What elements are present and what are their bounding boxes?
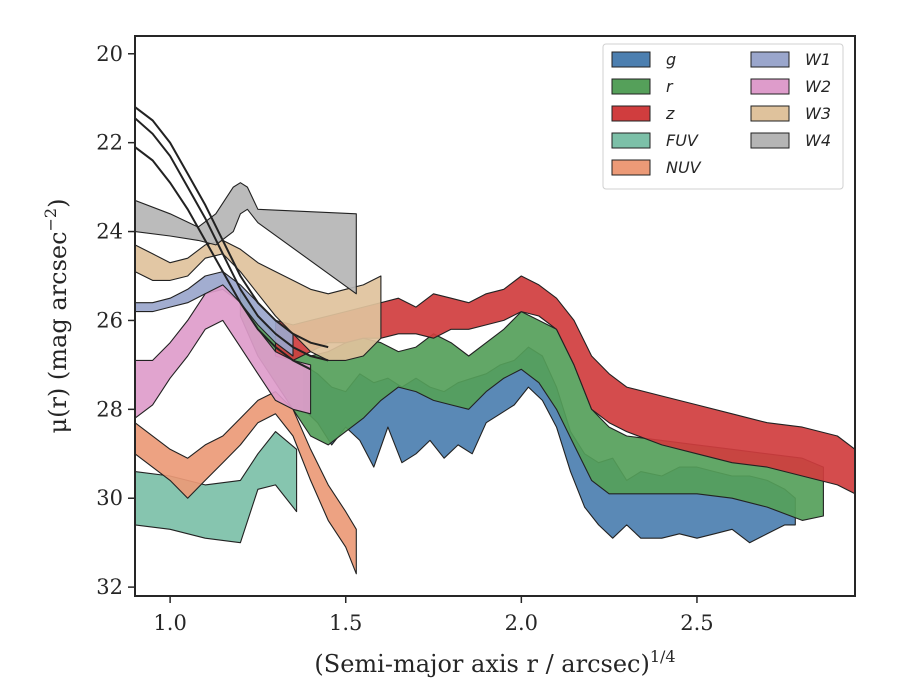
y-tick-label: 22 [96,131,123,155]
y-tick-label: 26 [96,308,123,332]
model-lines-layer [135,106,329,371]
x-axis-label: (Semi-major axis r / arcsec)1/4 [314,647,675,678]
legend-label-w1: W1 [805,50,831,69]
legend-swatch-w3 [750,105,790,122]
x-tick-label: 2.0 [505,611,538,635]
series-band-nuv [135,391,357,575]
series-band-w2 [135,284,312,419]
y-tick-label: 32 [96,575,123,599]
legend-swatch-z [611,105,651,122]
model-line-2 [135,117,329,362]
legend-swatch-w1 [750,51,790,68]
model-line-1 [135,106,329,349]
series-band-w1 [135,271,294,357]
y-axis-label-suffix: ) [44,199,72,208]
series-band-z [274,275,855,495]
legend-swatch-g [611,51,651,68]
x-axis-label-exponent: 1/4 [650,647,676,666]
y-axis-label: μ(r) (mag arcsec−2) [41,199,72,434]
legend: grz FUV NUV W1 W2 W3 W4 [602,43,844,190]
x-tick-label: 2.5 [680,611,713,635]
x-axis: 1.0 1.5 2.0 2.5 [153,596,714,635]
x-tick-label: 1.5 [329,611,362,635]
legend-swatch-fuv [611,132,651,149]
model-line-3 [135,146,312,371]
x-axis-label-text: (Semi-major axis r / arcsec) [314,650,649,678]
legend-label-fuv: FUV [666,131,699,150]
legend-swatch-r [611,78,651,95]
legend-label-r: r [666,77,674,96]
x-tick-label: 1.0 [153,611,186,635]
y-axis-label-text: μ(r) (mag arcsec [44,231,72,433]
series-band-fuv [135,431,298,544]
legend-swatch-w2 [750,78,790,95]
y-axis: 20 22 24 26 28 30 32 [96,42,135,599]
y-tick-label: 28 [96,397,123,421]
series-layer [135,182,855,575]
legend-label-w4: W4 [805,131,831,150]
y-tick-label: 24 [96,220,123,244]
legend-label-w3: W3 [805,104,831,123]
y-tick-label: 30 [96,486,123,510]
legend-swatch-nuv [611,159,651,176]
legend-label-w2: W2 [805,77,831,96]
legend-label-g: g [666,50,676,69]
series-band-w4 [135,182,357,295]
legend-label-nuv: NUV [666,158,702,177]
y-tick-label: 20 [96,42,123,66]
series-band-r [239,288,824,521]
legend-label-z: z [665,104,675,123]
legend-swatch-w4 [750,132,790,149]
y-axis-label-exponent: −2 [41,208,60,232]
plot-frame [134,35,856,597]
